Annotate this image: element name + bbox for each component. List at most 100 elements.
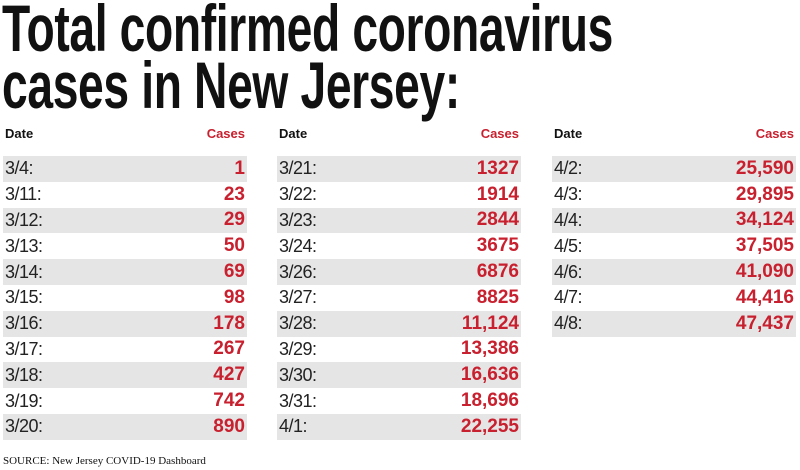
table: Date Cases 3/21: 1327 3/22: 1914 3/23: 2844 3/24… <box>277 122 521 440</box>
cases-cell: 47,437 <box>735 312 794 334</box>
date-cell: 3/19: <box>5 390 43 411</box>
cases-cell: 890 <box>213 415 245 437</box>
date-cell: 4/6: <box>554 261 583 282</box>
table-body: 4/2: 25,590 4/3: 29,895 4/4: 34,124 4/5: 37,505… <box>552 156 796 337</box>
cases-cell: 13,386 <box>460 338 519 360</box>
table-body: 3/4: 1 3/11: 23 3/12: 29 3/13: 50 3/14: 69 3/15: 98… <box>3 156 247 440</box>
date-cell: 3/28: <box>279 313 317 334</box>
table-row: 3/4: 1 <box>3 156 247 182</box>
table-row: 3/23: 2844 <box>277 207 521 234</box>
date-cell: 3/12: <box>5 209 43 230</box>
table-row: 3/28: 11,124 <box>277 310 521 337</box>
cases-cell: 50 <box>223 235 245 257</box>
table-row: 3/27: 8825 <box>277 285 521 311</box>
table-row: 3/11: 23 <box>3 182 247 208</box>
table-header: Date Cases <box>277 122 521 144</box>
table-row: 4/4: 34,124 <box>552 207 796 234</box>
date-cell: 3/21: <box>279 158 317 179</box>
table-row: 3/21: 1327 <box>277 156 521 182</box>
title-line: cases in New Jersey: <box>2 48 460 122</box>
title-line: Total confirmed coronavirus <box>2 0 613 65</box>
table: Date Cases 3/4: 1 3/11: 23 3/12: 29 3/13: 50 3/14:… <box>3 122 247 440</box>
table-row: 3/26: 6876 <box>277 259 521 285</box>
date-cell: 3/15: <box>5 287 43 308</box>
table-row: 3/30: 16,636 <box>277 362 521 389</box>
cases-cell: 41,090 <box>735 261 794 283</box>
date-cell: 3/16: <box>5 313 43 334</box>
date-cell: 3/11: <box>5 184 42 205</box>
cases-cell: 427 <box>213 364 245 386</box>
cases-cell: 16,636 <box>460 364 519 386</box>
cases-cell: 1327 <box>476 157 519 179</box>
cases-cell: 11,124 <box>461 312 519 334</box>
table-row: 3/18: 427 <box>3 362 247 389</box>
date-cell: 4/8: <box>554 313 583 334</box>
table-row: 3/12: 29 <box>3 207 247 234</box>
cases-cell: 267 <box>213 338 245 360</box>
date-cell: 4/3: <box>554 184 583 205</box>
cases-cell: 98 <box>223 286 245 308</box>
date-cell: 3/22: <box>279 184 317 205</box>
cases-cell: 22,255 <box>460 415 519 437</box>
table-row: 3/15: 98 <box>3 285 247 311</box>
date-cell: 3/13: <box>5 235 43 256</box>
table-row: 4/8: 47,437 <box>552 310 796 337</box>
date-cell: 3/14: <box>5 261 43 282</box>
cases-cell: 25,590 <box>735 157 794 179</box>
table-row: 3/14: 69 <box>3 259 247 285</box>
table: Date Cases 4/2: 25,590 4/3: 29,895 4/4: 34,124 4… <box>552 122 796 337</box>
cases-cell: 1914 <box>476 183 519 205</box>
date-cell: 3/20: <box>5 416 43 437</box>
cases-cell: 29 <box>223 209 245 231</box>
cases-cell: 1 <box>234 157 245 179</box>
column-header: Cases <box>206 125 245 141</box>
date-cell: 4/4: <box>554 209 583 230</box>
date-cell: 4/2: <box>554 158 583 179</box>
column-header: Cases <box>755 125 794 141</box>
table-row: 3/20: 890 <box>3 413 247 440</box>
table-row: 3/19: 742 <box>3 388 247 414</box>
table-row: 4/3: 29,895 <box>552 182 796 208</box>
cases-cell: 6876 <box>476 261 519 283</box>
cases-cell: 34,124 <box>735 209 794 231</box>
cases-cell: 37,505 <box>735 235 794 257</box>
cases-cell: 69 <box>223 261 245 283</box>
table-row: 3/24: 3675 <box>277 233 521 259</box>
column-header: Date <box>554 125 583 141</box>
date-cell: 3/27: <box>279 287 317 308</box>
date-cell: 3/31: <box>279 390 317 411</box>
cases-cell: 44,416 <box>735 286 794 308</box>
date-cell: 3/17: <box>5 338 43 359</box>
table-row: 3/22: 1914 <box>277 182 521 208</box>
cases-cell: 23 <box>223 183 245 205</box>
source: SOURCE: New Jersey COVID-19 Dashboard <box>3 455 206 467</box>
table-row: 3/17: 267 <box>3 337 247 363</box>
date-cell: 3/29: <box>279 338 317 359</box>
table-row: 4/2: 25,590 <box>552 156 796 182</box>
table-row: 4/6: 41,090 <box>552 259 796 285</box>
column-header: Date <box>279 125 308 141</box>
column-header: Date <box>5 125 34 141</box>
cases-cell: 178 <box>213 312 245 334</box>
date-cell: 3/4: <box>5 158 34 179</box>
date-cell: 3/18: <box>5 364 43 385</box>
table-row: 3/13: 50 <box>3 233 247 259</box>
date-cell: 3/30: <box>279 364 317 385</box>
date-cell: 3/24: <box>279 235 317 256</box>
date-cell: 4/7: <box>554 287 583 308</box>
table-header: Date Cases <box>552 122 796 144</box>
cases-cell: 2844 <box>476 209 519 231</box>
table-row: 4/1: 22,255 <box>277 413 521 440</box>
date-cell: 4/1: <box>279 416 308 437</box>
table-row: 4/7: 44,416 <box>552 285 796 311</box>
date-cell: 3/23: <box>279 209 317 230</box>
column-header: Cases <box>480 125 519 141</box>
table-row: 3/16: 178 <box>3 310 247 337</box>
table-header: Date Cases <box>3 122 247 144</box>
table-body: 3/21: 1327 3/22: 1914 3/23: 2844 3/24: 3675 3/26… <box>277 156 521 440</box>
cases-cell: 3675 <box>476 235 519 257</box>
cases-cell: 29,895 <box>735 183 794 205</box>
date-cell: 4/5: <box>554 235 583 256</box>
cases-cell: 742 <box>213 390 245 412</box>
